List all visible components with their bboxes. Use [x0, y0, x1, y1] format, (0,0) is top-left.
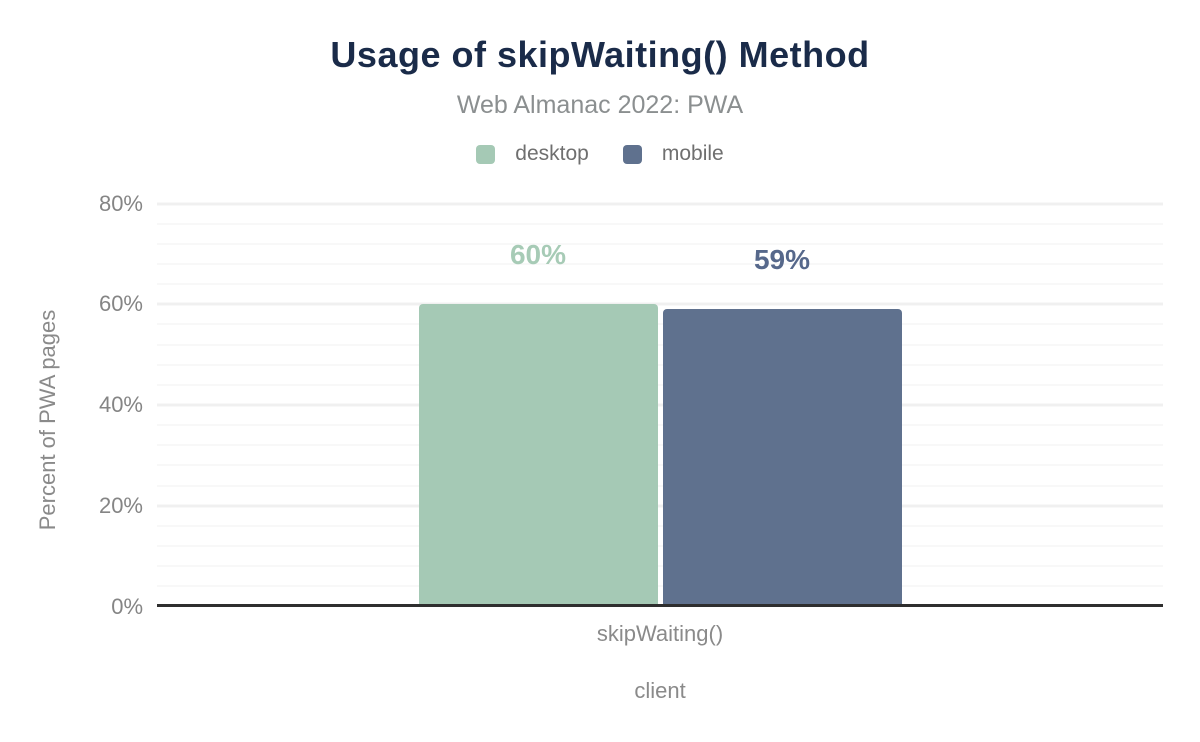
minor-gridline	[157, 323, 1163, 326]
minor-gridline	[157, 444, 1163, 447]
x-axis-title: client	[634, 678, 686, 703]
y-tick-label: 40%	[98, 392, 143, 418]
legend-label: mobile	[661, 142, 724, 165]
legend-swatch-desktop	[476, 144, 496, 164]
plot-area: 60% 59%	[157, 195, 1163, 607]
minor-gridline	[157, 383, 1163, 386]
legend-item-mobile[interactable]: mobile	[622, 142, 724, 166]
minor-gridline	[157, 545, 1163, 548]
chart-title: Usage of skipWaiting() Method	[330, 34, 870, 75]
major-gridline	[157, 403, 1163, 407]
legend-swatch-mobile	[622, 144, 642, 164]
major-gridline	[157, 302, 1163, 306]
minor-gridline	[157, 464, 1163, 467]
y-tick-label: 80%	[98, 190, 143, 216]
y-tick-label: 0%	[111, 593, 143, 619]
minor-gridline	[157, 263, 1163, 266]
major-gridline	[157, 202, 1163, 206]
minor-gridline	[157, 524, 1163, 527]
bar-desktop[interactable]	[418, 303, 658, 606]
minor-gridline	[157, 484, 1163, 487]
minor-gridline	[157, 343, 1163, 346]
minor-gridline	[157, 242, 1163, 245]
chart-subtitle: Web Almanac 2022: PWA	[456, 91, 744, 119]
legend-label: desktop	[515, 142, 589, 165]
major-gridline	[157, 504, 1163, 508]
bar-value-label-desktop: 60%	[509, 239, 567, 271]
minor-gridline	[157, 585, 1163, 588]
y-tick-label: 60%	[98, 291, 143, 317]
bar-mobile[interactable]	[662, 308, 902, 606]
y-tick-label: 20%	[98, 492, 143, 518]
minor-gridline	[157, 565, 1163, 568]
x-axis-tick-label: skipWaiting()	[596, 621, 724, 646]
legend: desktop mobile	[0, 142, 1200, 166]
x-axis-line	[157, 604, 1163, 607]
minor-gridline	[157, 222, 1163, 225]
legend-item-desktop[interactable]: desktop	[476, 142, 589, 166]
minor-gridline	[157, 363, 1163, 366]
bar-value-label-mobile: 59%	[753, 244, 811, 276]
minor-gridline	[157, 424, 1163, 427]
minor-gridline	[157, 283, 1163, 286]
